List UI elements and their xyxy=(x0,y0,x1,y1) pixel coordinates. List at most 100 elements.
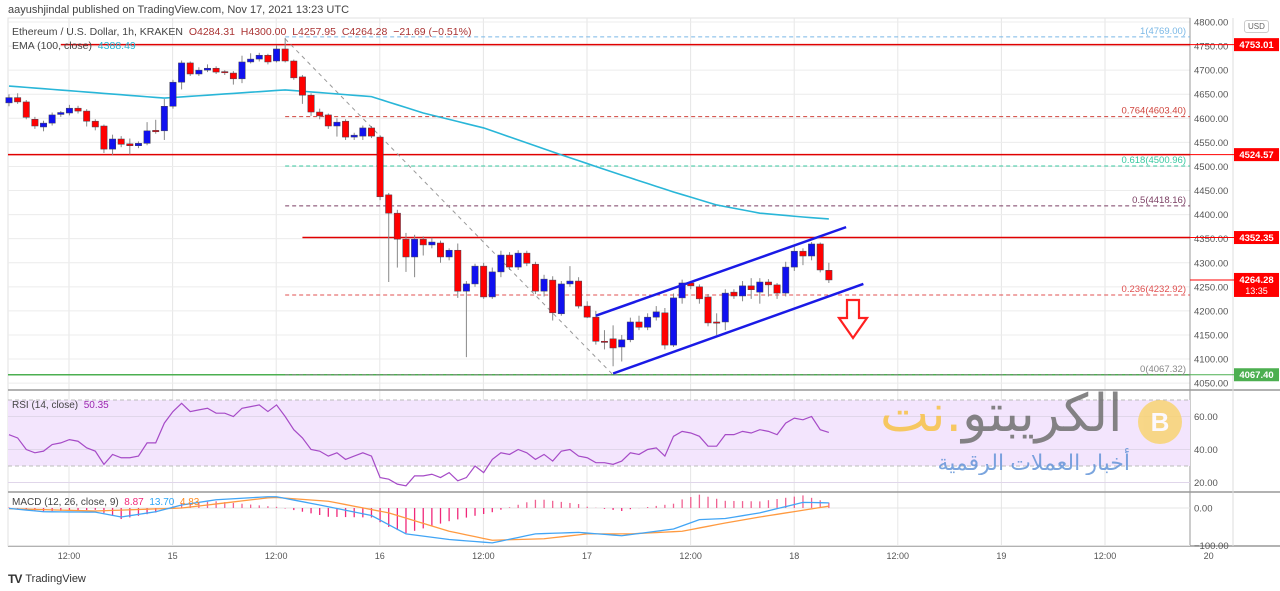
price-axis-label: 4450.00 xyxy=(1194,186,1228,197)
bearish-candle xyxy=(601,330,608,350)
time-axis-label: 12:00 xyxy=(265,551,288,561)
macd-legend: MACD (12, 26, close, 9) 8.87 13.70 4.83 xyxy=(12,497,199,508)
candle-body xyxy=(575,280,583,307)
bullish-candle xyxy=(790,245,798,271)
bullish-candle xyxy=(618,334,626,362)
candle-body xyxy=(644,316,652,328)
candle-body xyxy=(333,121,341,127)
bullish-candle xyxy=(644,313,652,331)
candle-body xyxy=(695,286,703,300)
currency-badge[interactable]: USD xyxy=(1244,20,1269,33)
bearish-candle xyxy=(747,278,755,299)
candle-body xyxy=(488,271,496,298)
macd-label[interactable]: MACD (12, 26, close, 9) xyxy=(12,497,119,508)
candle-body xyxy=(618,339,626,348)
price-axis-label: 4500.00 xyxy=(1194,162,1228,173)
candle-body xyxy=(661,312,669,346)
bullish-candle xyxy=(566,266,574,287)
candle-body xyxy=(557,283,565,315)
chart-legend: Ethereum / U.S. Dollar, 1h, KRAKEN O4284… xyxy=(12,25,471,53)
bearish-candle xyxy=(22,100,30,120)
bearish-candle xyxy=(454,243,462,298)
candle-body xyxy=(704,296,712,324)
bearish-candle xyxy=(393,209,401,268)
fib-level-label: 1(4769.00) xyxy=(1140,26,1186,37)
candle-body xyxy=(255,54,263,60)
bearish-candle xyxy=(212,66,220,75)
bullish-candle xyxy=(721,289,729,331)
bullish-candle xyxy=(350,132,358,140)
tradingview-brand: TradingView xyxy=(25,573,86,585)
fib-level-label: 0(4067.32) xyxy=(1140,364,1186,375)
time-axis-label: 15 xyxy=(168,551,178,561)
bullish-candle xyxy=(756,278,764,304)
bearish-candle xyxy=(799,248,807,266)
ema-label[interactable]: EMA (100, close) xyxy=(12,40,92,52)
candle-body xyxy=(782,266,790,294)
price-axis-label: 4550.00 xyxy=(1194,138,1228,149)
candle-body xyxy=(756,281,764,293)
bullish-candle xyxy=(497,250,505,278)
price-axis-label: 4700.00 xyxy=(1194,66,1228,77)
bearish-candle xyxy=(437,240,444,263)
candle-body xyxy=(273,48,280,62)
bearish-candle xyxy=(661,308,669,350)
ohlc-change: −21.69 (−0.51%) xyxy=(393,26,472,38)
candle-body xyxy=(22,101,30,118)
candle-body xyxy=(298,76,306,96)
bullish-candle xyxy=(488,267,496,299)
candle-body xyxy=(411,238,419,258)
bearish-candle xyxy=(816,242,824,273)
candle-body xyxy=(91,120,99,128)
bullish-candle xyxy=(160,99,168,140)
price-badge xyxy=(1234,368,1279,382)
rsi-value: 50.35 xyxy=(83,400,109,411)
bullish-candle xyxy=(808,242,816,261)
bearish-candle xyxy=(609,325,617,367)
candle-body xyxy=(117,138,125,145)
candle-body xyxy=(324,114,332,127)
candle-body xyxy=(204,67,211,71)
candle-body xyxy=(264,54,272,63)
bullish-candle xyxy=(238,55,246,84)
bullish-candle xyxy=(462,281,470,358)
candle-body xyxy=(281,48,289,62)
symbol-name[interactable]: Ethereum / U.S. Dollar, 1h, KRAKEN xyxy=(12,26,183,38)
bullish-candle xyxy=(247,53,255,64)
ema-line xyxy=(8,85,829,220)
candle-body xyxy=(40,122,47,128)
rsi-label[interactable]: RSI (14, close) xyxy=(12,400,79,411)
candle-body xyxy=(592,316,600,342)
candle-body xyxy=(402,238,410,258)
fib-level-label: 0.5(4418.16) xyxy=(1132,195,1186,206)
bearish-candle xyxy=(825,262,833,283)
candle-body xyxy=(747,285,755,290)
price-axis-label: 4200.00 xyxy=(1194,306,1228,317)
bearish-candle xyxy=(730,289,738,299)
candle-body xyxy=(652,311,660,318)
bearish-candle xyxy=(713,313,721,335)
ohlc-high: H4300.00 xyxy=(240,26,287,38)
ohlc-open: O4284.31 xyxy=(188,26,235,38)
candle-body xyxy=(65,107,73,114)
candle-body xyxy=(83,110,91,122)
macd-value: 13.70 xyxy=(149,497,175,508)
bearish-candle xyxy=(298,74,306,104)
bullish-candle xyxy=(195,67,203,76)
bullish-candle xyxy=(652,306,660,321)
candle-body xyxy=(229,72,237,80)
bullish-candle xyxy=(557,281,565,316)
candle-body xyxy=(506,254,513,268)
bearish-candle xyxy=(480,262,488,299)
candle-body xyxy=(808,243,816,257)
bearish-candle xyxy=(31,116,39,129)
bearish-candle xyxy=(126,138,134,155)
candle-body xyxy=(790,250,798,268)
candle-body xyxy=(678,282,686,299)
rsi-line xyxy=(8,402,830,487)
bullish-candle xyxy=(626,317,634,343)
bullish-candle xyxy=(782,261,790,297)
bearish-candle xyxy=(368,126,375,139)
bullish-candle xyxy=(57,111,65,117)
